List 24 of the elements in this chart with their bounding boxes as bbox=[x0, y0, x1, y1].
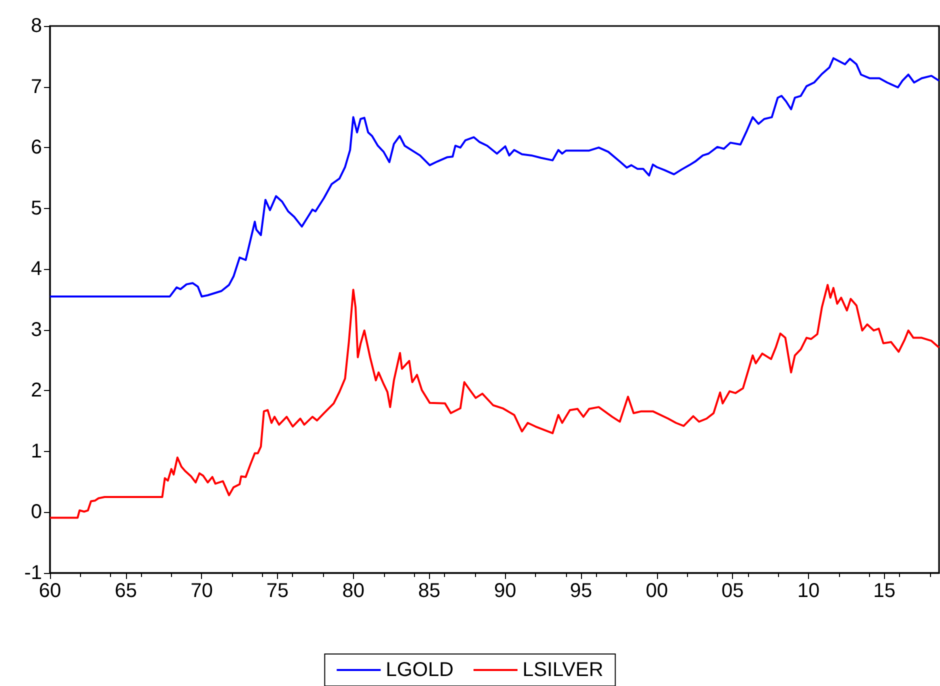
y-tick-label: 6 bbox=[30, 136, 42, 159]
x-tick-label: 05 bbox=[722, 580, 744, 602]
legend-label: LGOLD bbox=[386, 659, 454, 681]
line-series bbox=[49, 284, 940, 519]
x-tick-label: 10 bbox=[797, 580, 820, 602]
y-tick-label: 3 bbox=[30, 318, 42, 341]
x-tick-label: 85 bbox=[418, 580, 440, 602]
x-tick-label: 70 bbox=[190, 580, 213, 602]
x-tick-label: 90 bbox=[494, 580, 516, 602]
x-tick-label: 95 bbox=[570, 580, 592, 602]
x-tick-label: 65 bbox=[114, 580, 137, 602]
x-tick-label: 00 bbox=[646, 580, 668, 602]
y-tick-label: 7 bbox=[30, 76, 42, 98]
x-tick-label: 75 bbox=[266, 580, 289, 602]
y-tick-label: 0 bbox=[30, 501, 42, 524]
y-tick-label: 8 bbox=[30, 15, 42, 37]
y-tick-label: 4 bbox=[30, 258, 42, 280]
x-tick-label: 15 bbox=[873, 580, 896, 602]
y-tick-label: 5 bbox=[30, 197, 42, 220]
y-tick-label: 2 bbox=[30, 380, 42, 402]
line-series bbox=[49, 57, 940, 298]
y-tick-label: 1 bbox=[30, 440, 42, 462]
legend-label: LSILVER bbox=[522, 659, 604, 681]
x-tick-label: 80 bbox=[342, 580, 365, 602]
